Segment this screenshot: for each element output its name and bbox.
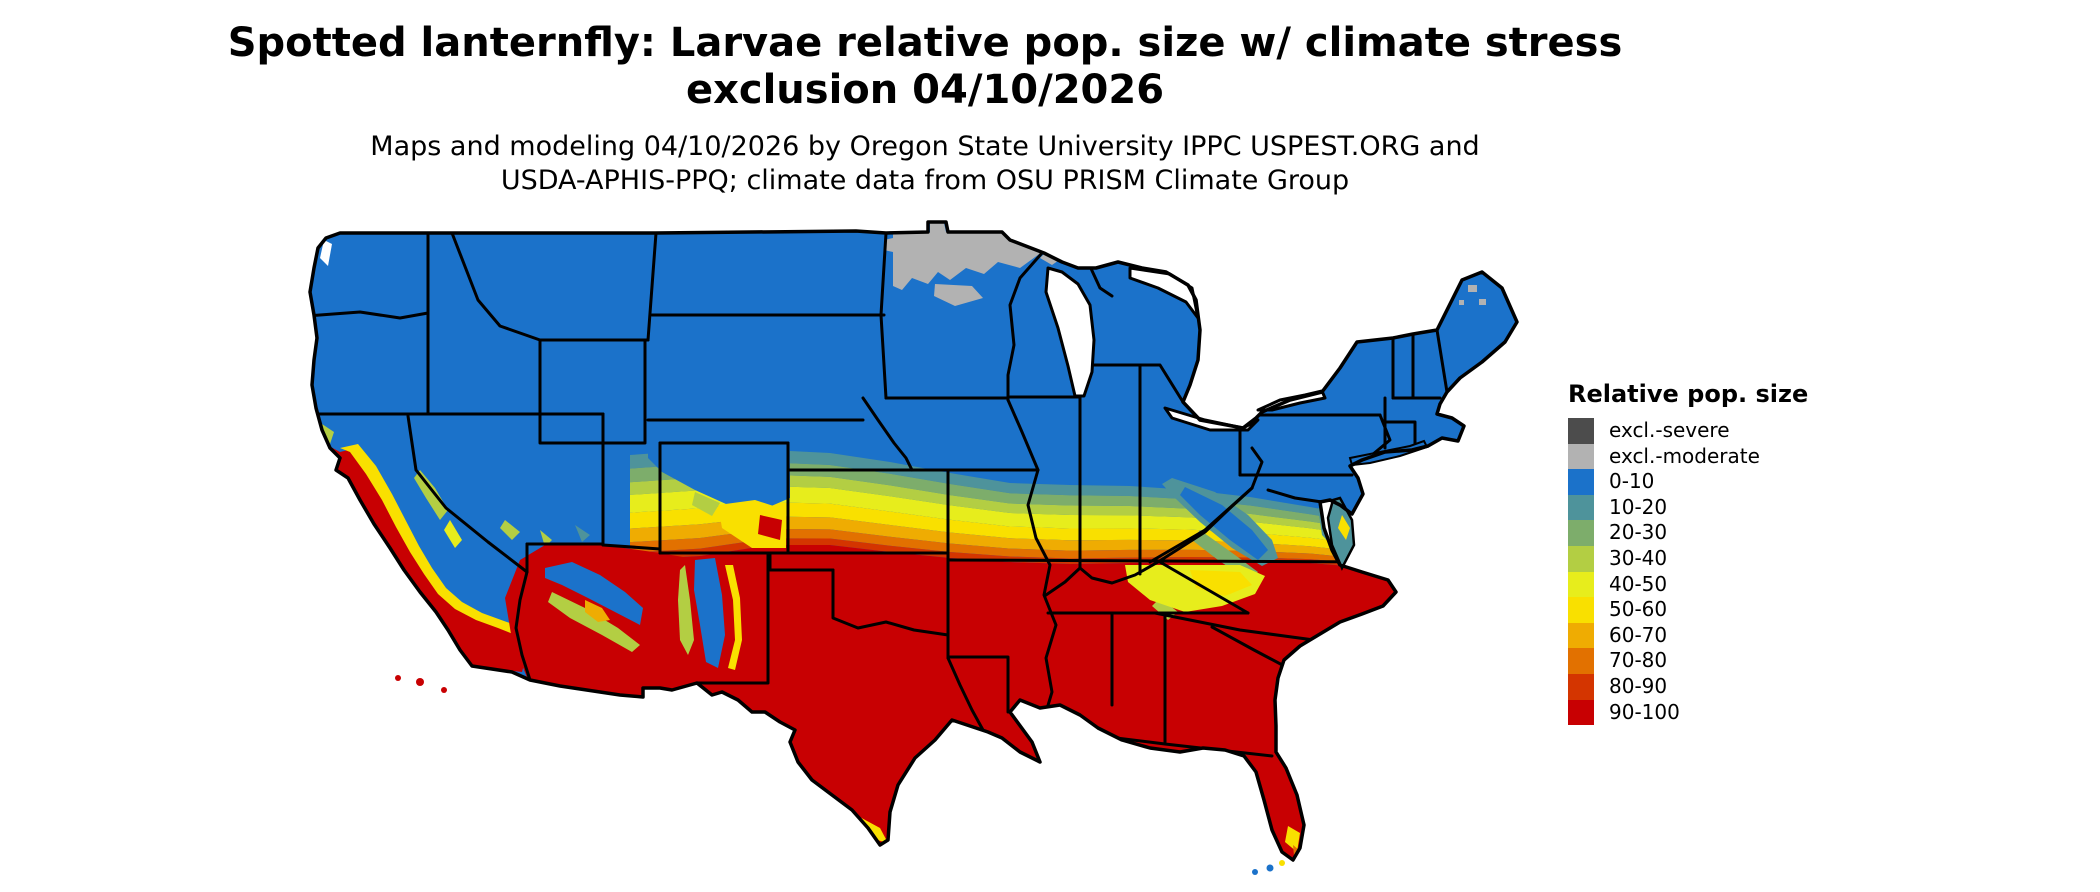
legend-swatch	[1568, 622, 1594, 649]
legend-swatch	[1568, 418, 1594, 444]
legend-label: 60-70	[1609, 622, 1668, 647]
legend-label: 80-90	[1609, 673, 1668, 698]
legend-label: 30-40	[1609, 545, 1668, 570]
region-california-yellow-fringe	[340, 444, 532, 658]
legend-label: 40-50	[1609, 571, 1668, 596]
legend-label: 0-10	[1609, 469, 1655, 494]
legend-label: 10-20	[1609, 494, 1668, 519]
florida-key1	[1266, 864, 1274, 872]
legend-label: excl.-severe	[1609, 418, 1730, 442]
legend-row: 50-60	[1568, 597, 1808, 623]
band-stripe-50-60	[630, 502, 1415, 559]
legend-swatch	[1568, 520, 1594, 546]
map-subtitle: Maps and modeling 04/10/2026 by Oregon S…	[0, 130, 1850, 198]
map-title: Spotted lanternfly: Larvae relative pop.…	[0, 20, 1850, 114]
map-title-line2: exclusion 04/10/2026	[685, 67, 1165, 114]
lake-michigan	[1044, 266, 1096, 398]
legend-swatch	[1568, 699, 1594, 726]
legend-row: 60-70	[1568, 622, 1808, 649]
region-exclusion-maine1	[1468, 285, 1477, 292]
legend-row: 10-20	[1568, 494, 1808, 521]
legend-swatch	[1568, 469, 1594, 495]
region-secolorado-red	[758, 515, 782, 540]
legend-row: 0-10	[1568, 469, 1808, 495]
legend-label: 50-60	[1609, 597, 1668, 622]
region-exclusion-maine2	[1479, 299, 1486, 305]
legend-row: 30-40	[1568, 545, 1808, 572]
region-colorado-blue	[648, 440, 790, 510]
delmarva-gold	[1338, 515, 1350, 540]
band-stripe-30-40	[630, 474, 1415, 545]
channel-island1	[416, 678, 424, 686]
legend-label: 90-100	[1609, 699, 1680, 724]
map-title-line1: Spotted lanternfly: Larvae relative pop.…	[227, 20, 1623, 66]
region-newmexico-gold	[725, 565, 742, 670]
region-exclusion-minnesota-south	[934, 284, 983, 306]
legend-swatch	[1568, 571, 1594, 598]
legend-swatch	[1568, 545, 1594, 572]
region-sierra-yellow	[444, 520, 462, 548]
map-subtitle-line1: Maps and modeling 04/10/2026 by Oregon S…	[370, 131, 1480, 163]
region-exclusion-minnesota	[893, 223, 1042, 290]
legend-swatch	[1568, 494, 1594, 521]
region-newmexico-green	[678, 565, 694, 655]
legend-swatch	[1568, 673, 1594, 700]
legend-row: 90-100	[1568, 699, 1808, 726]
region-nevada-green1	[500, 520, 520, 540]
legend-label: 20-30	[1609, 520, 1668, 545]
region-appalachia-blue	[1180, 487, 1268, 560]
state-borders	[310, 231, 1449, 758]
region-mogollon-green	[548, 592, 640, 652]
legend-row: 80-90	[1568, 673, 1808, 700]
florida-key2	[1252, 869, 1258, 875]
region-newmexico-blue	[694, 558, 725, 668]
legend-label: excl.-moderate	[1609, 443, 1760, 468]
region-nevada-teal	[575, 525, 590, 542]
channel-island2	[441, 687, 447, 693]
legend-rows: excl.-severe excl.-moderate 0-10 10-20 2…	[1568, 418, 1808, 726]
header: Spotted lanternfly: Larvae relative pop.…	[0, 20, 1850, 198]
region-florida-tip-gold	[1285, 826, 1300, 852]
legend-row: excl.-severe	[1568, 418, 1808, 444]
legend-swatch	[1568, 648, 1594, 674]
channel-island3	[395, 675, 401, 681]
legend-title: Relative pop. size	[1568, 380, 1809, 408]
region-arizona-orange	[585, 600, 610, 622]
legend-row: excl.-moderate	[1568, 443, 1808, 470]
florida-key3	[1279, 860, 1285, 866]
legend-swatch	[1568, 443, 1594, 470]
band-stripe-20-30	[630, 462, 1415, 539]
legend-row: 40-50	[1568, 571, 1808, 598]
region-florida-tip-orange	[1293, 845, 1299, 856]
band-stripe-60-70	[630, 516, 1415, 565]
region-sierra-green	[414, 470, 448, 520]
legend-label: 70-80	[1609, 648, 1668, 673]
legend-row: 20-30	[1568, 520, 1808, 546]
legend-row: 70-80	[1568, 648, 1808, 674]
band-stripe-10-20	[630, 450, 1415, 533]
puget-sound	[320, 240, 332, 266]
band-stripe-40-50	[630, 486, 1415, 552]
region-secolorado-green	[692, 492, 720, 516]
legend: Relative pop. size excl.-severe excl.-mo…	[1568, 380, 1809, 726]
map-subtitle-line2: USDA-APHIS-PPQ; climate data from OSU PR…	[500, 165, 1350, 197]
legend-swatch	[1568, 597, 1594, 623]
region-exclusion-maine3	[1459, 300, 1464, 305]
region-mogollon-blue	[545, 562, 643, 625]
